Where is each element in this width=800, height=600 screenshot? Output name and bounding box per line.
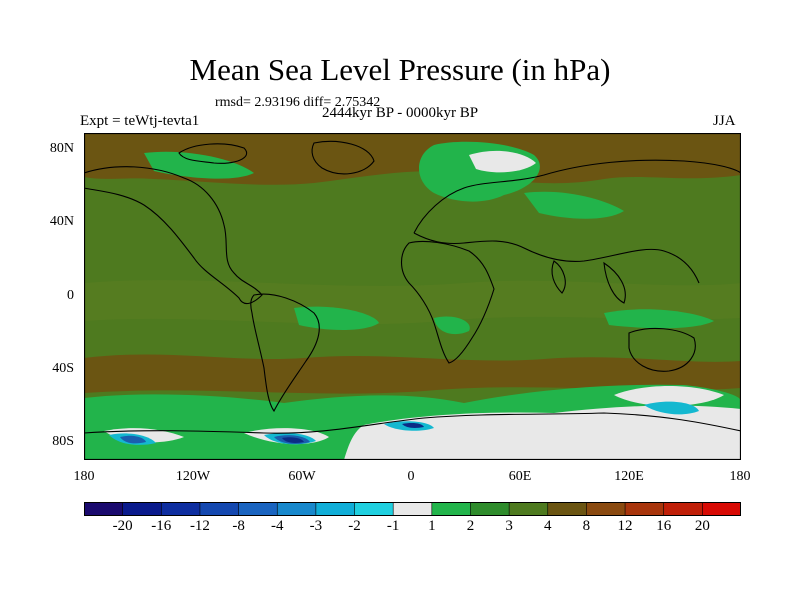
lon-label-60w: 60W: [288, 469, 316, 484]
colorbar-label: -16: [151, 518, 172, 534]
pressure-map: [84, 133, 741, 460]
colorbar-label: -8: [232, 518, 245, 534]
colorbar-cell: [431, 502, 472, 516]
lat-label-80n: 80N: [49, 141, 74, 156]
lat-label-0: 0: [67, 288, 74, 303]
colorbar-cell: [199, 502, 240, 516]
lat-label-80s: 80S: [52, 434, 74, 449]
rmsd-diff-stats: rmsd= 2.93196 diff= 2.75342: [215, 95, 381, 110]
colorbar-label: 1: [428, 518, 436, 534]
colorbar-label: 20: [694, 518, 710, 534]
lon-label-180e: 180: [729, 469, 751, 484]
colorbar-label: 12: [617, 518, 633, 534]
colorbar-cell: [547, 502, 588, 516]
colorbar-cell: [122, 502, 163, 516]
colorbar-cell: [354, 502, 394, 516]
lat-label-40n: 40N: [49, 214, 74, 229]
map-frame: [84, 133, 741, 460]
colorbar-label: -12: [189, 518, 210, 534]
lon-label-120w: 120W: [175, 469, 211, 484]
colorbar-label: 16: [656, 518, 672, 534]
coastlines: [84, 140, 741, 434]
colorbar-cell: [663, 502, 704, 516]
colorbar-label: 2: [466, 518, 475, 534]
colorbar-label: -2: [348, 518, 361, 534]
lon-label-120e: 120E: [614, 469, 644, 484]
colorbar-label: 4: [544, 518, 552, 534]
colorbar-label: -3: [309, 518, 323, 534]
strongest-negative-anomaly: [282, 423, 424, 443]
colorbar-label: 3: [505, 518, 513, 534]
colorbar-cell: [586, 502, 626, 516]
colorbar-cell: [315, 502, 356, 516]
colorbar-cell: [392, 502, 433, 516]
lon-label-60e: 60E: [508, 469, 532, 484]
experiment-label: Expt = teWtj-tevta1: [80, 113, 200, 129]
colorbar-label: 8: [582, 518, 591, 534]
colorbar-cell: [624, 502, 665, 516]
colorbar-cell: [508, 502, 549, 516]
colorbar-label: -20: [112, 518, 133, 534]
southern-ocean-high-band: [84, 354, 741, 394]
colorbar-label: -4: [270, 518, 284, 534]
lon-label-0: 0: [407, 469, 415, 484]
colorbar-cell: [238, 502, 279, 516]
colorbar-cell: [702, 502, 741, 516]
colorbar-cell: [84, 502, 124, 516]
season-label: JJA: [713, 113, 736, 129]
colorbar-cell: [276, 502, 317, 516]
colorbar: [84, 502, 741, 516]
colorbar-cell: [160, 502, 201, 516]
colorbar-cell: [470, 502, 510, 516]
plot-title: Mean Sea Level Pressure (in hPa): [189, 52, 611, 87]
colorbar-label: -1: [386, 518, 400, 534]
lat-label-40s: 40S: [52, 361, 74, 376]
lon-label-180w: 180: [73, 469, 95, 484]
tropical-band: [84, 280, 741, 325]
period-label: 2444kyr BP - 0000kyr BP: [322, 105, 479, 121]
